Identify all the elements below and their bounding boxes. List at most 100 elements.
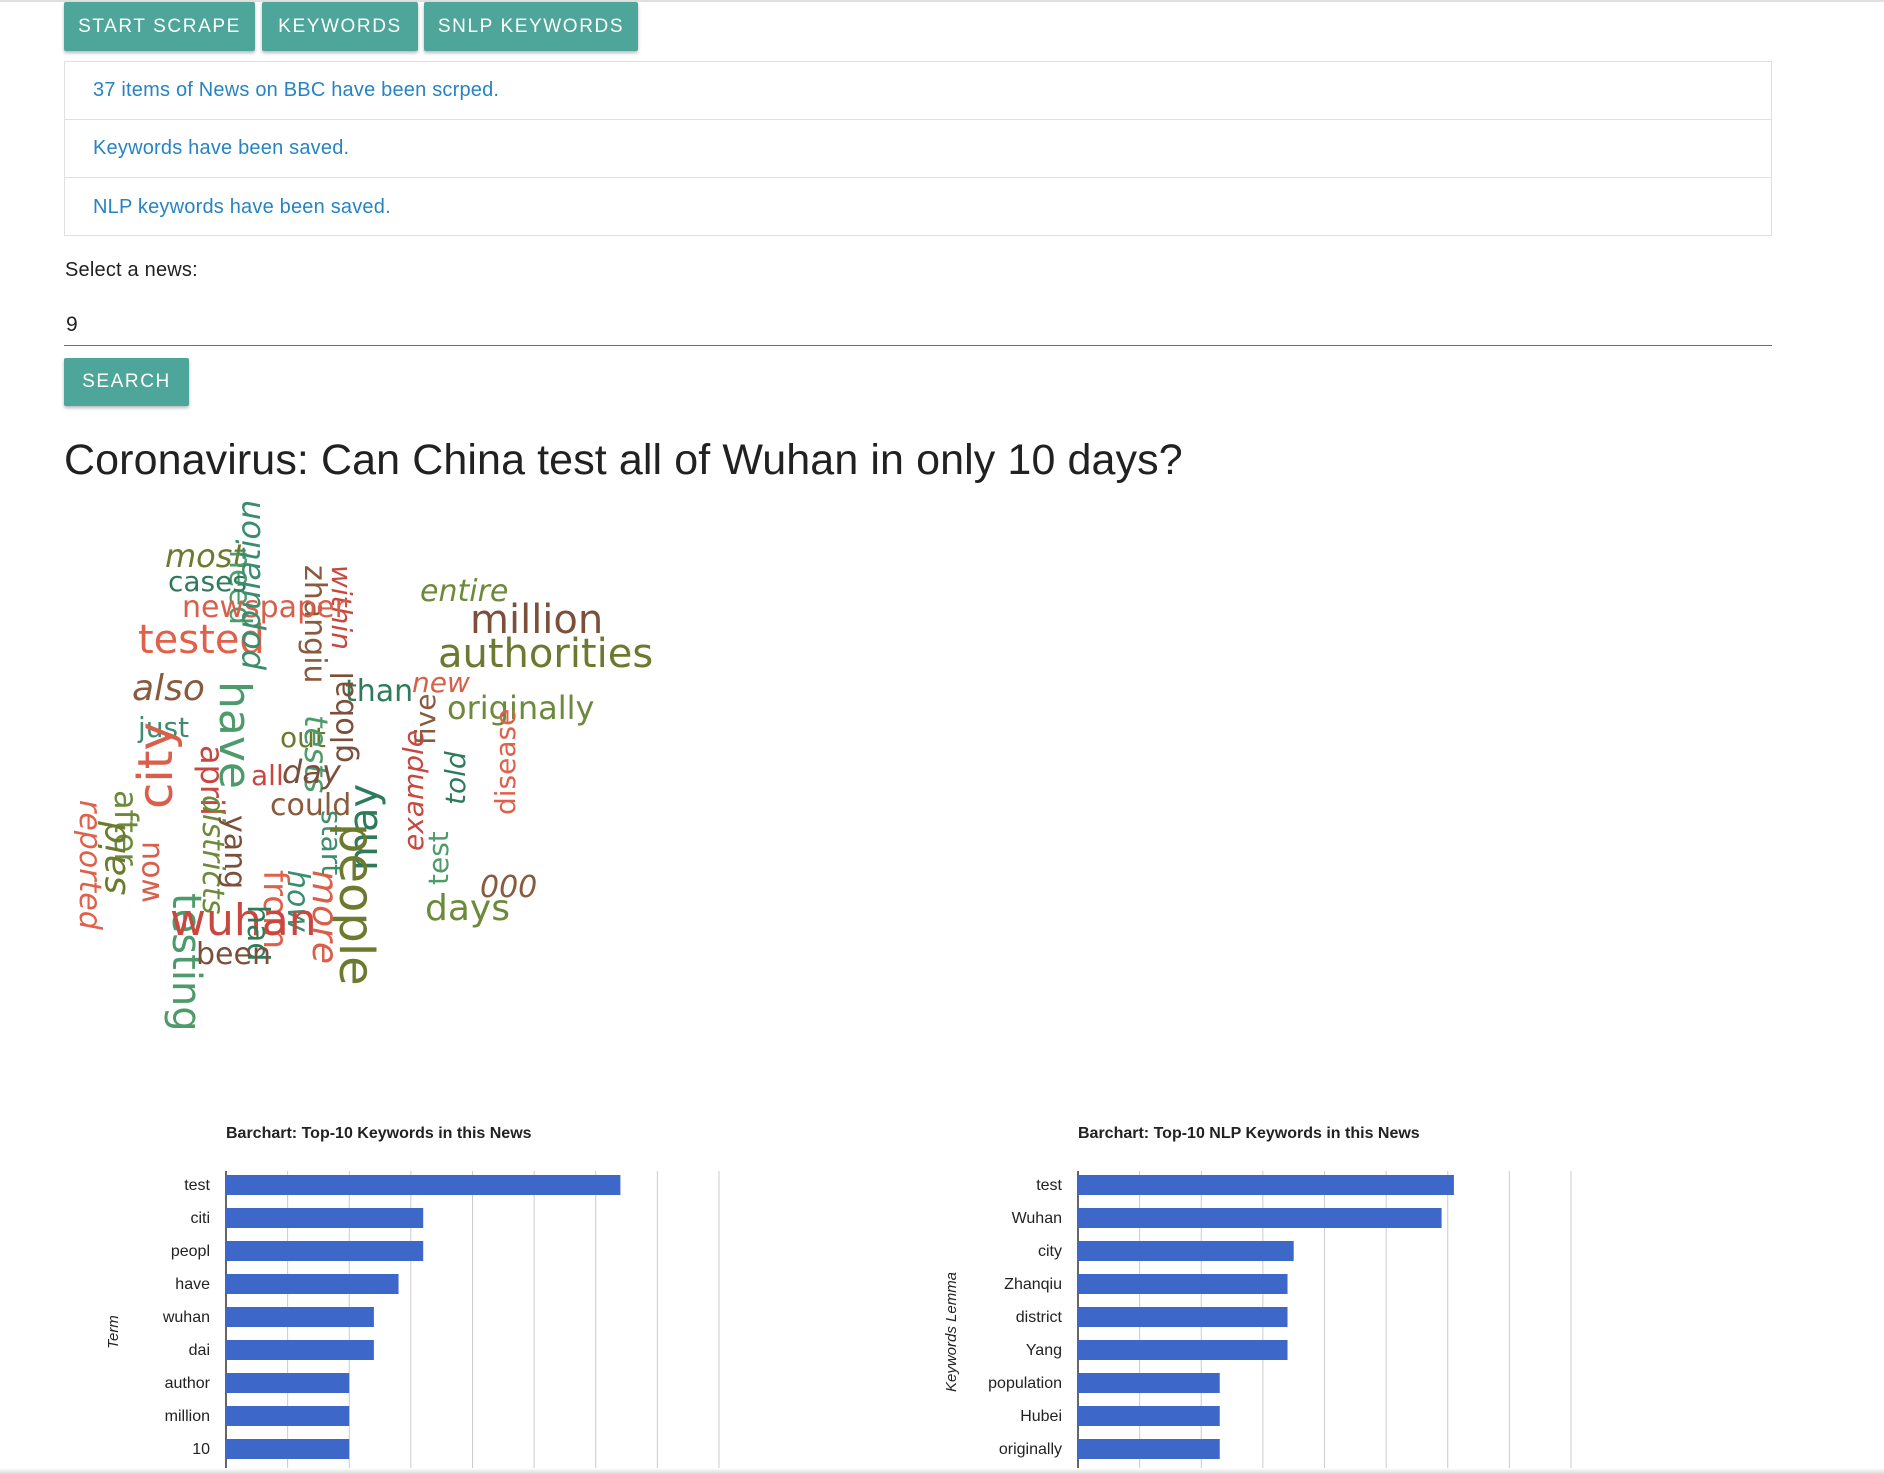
word-cloud-word: said <box>93 820 134 895</box>
word-cloud-word: have <box>209 681 260 789</box>
bar <box>226 1241 424 1261</box>
status-item-scrape: 37 items of News on BBC have been scrped… <box>65 62 1771 120</box>
word-cloud-word: tested <box>138 617 265 663</box>
word-cloud-word: city <box>128 722 184 809</box>
word-cloud-word: may <box>341 784 387 871</box>
bar <box>226 1406 350 1426</box>
word-cloud-word: more <box>304 870 345 964</box>
word-cloud-word: example <box>397 730 430 851</box>
bar <box>1078 1439 1220 1459</box>
bar-category-label: test <box>184 1177 210 1194</box>
word-cloud-word: than <box>345 674 413 709</box>
word-cloud-word: had <box>240 905 275 961</box>
word-cloud-word: just <box>137 711 189 744</box>
word-cloud-word: out <box>280 721 326 754</box>
y-axis-label: Term <box>105 1315 122 1349</box>
word-cloud-word: testing <box>163 893 209 1032</box>
bar <box>1078 1241 1294 1261</box>
word-cloud-word: disease <box>489 709 522 815</box>
bar-category-label: city <box>1038 1243 1062 1260</box>
bar-category-label: Yang <box>1026 1342 1062 1359</box>
status-list: 37 items of News on BBC have been scrped… <box>64 61 1772 236</box>
word-cloud-word: cases <box>168 565 247 598</box>
word-cloud-word: tests <box>297 715 335 793</box>
chart-title: Barchart: Top-10 NLP Keywords in this Ne… <box>1078 1125 1420 1142</box>
word-cloud-word: five <box>409 694 442 745</box>
word-cloud-word: yang <box>217 815 252 889</box>
word-cloud-word: april <box>193 745 231 816</box>
bar-category-label: test <box>1036 1177 1062 1194</box>
top-divider <box>0 0 1884 2</box>
bar-category-label: district <box>1016 1309 1063 1326</box>
bar-category-label: wuhan <box>162 1309 210 1326</box>
word-cloud-word: told <box>439 751 472 805</box>
word-cloud-word: after <box>107 790 145 867</box>
keywords-bar-chart: Barchart: Top-10 Keywords in this News Te… <box>105 1125 720 1474</box>
bar <box>1078 1274 1288 1294</box>
word-cloud-word: day <box>282 753 342 791</box>
bar <box>226 1373 350 1393</box>
bar <box>226 1340 374 1360</box>
word-cloud-word: entire <box>420 574 508 609</box>
bar <box>226 1175 621 1195</box>
bar-category-label: peopl <box>171 1243 210 1260</box>
bar-category-label: million <box>165 1408 210 1425</box>
keywords-button[interactable]: KEYWORDS <box>262 2 418 51</box>
bar <box>226 1274 399 1294</box>
bar <box>226 1307 374 1327</box>
word-cloud-word: also <box>132 668 205 709</box>
bar-category-label: Zhanqiu <box>1004 1276 1062 1293</box>
search-button[interactable]: SEARCH <box>64 358 189 406</box>
word-cloud-word: all <box>251 759 284 792</box>
nlp-keywords-bar-chart: Barchart: Top-10 NLP Keywords in this Ne… <box>943 1125 1572 1474</box>
word-cloud-word: how <box>280 870 315 932</box>
bar-category-label: have <box>175 1276 210 1293</box>
snlp-keywords-button[interactable]: SNLP KEYWORDS <box>424 2 638 51</box>
bar <box>1078 1373 1220 1393</box>
chart-title: Barchart: Top-10 Keywords in this News <box>226 1125 532 1142</box>
start-scrape-button[interactable]: START SCRAPE <box>64 2 255 51</box>
bar <box>226 1208 424 1228</box>
y-axis-label: Keywords Lemma <box>943 1272 960 1392</box>
word-cloud-word: could <box>270 788 351 823</box>
word-cloud-word: newspaper <box>182 590 348 625</box>
bar-category-label: dai <box>189 1342 210 1359</box>
bar-category-label: originally <box>999 1441 1062 1458</box>
bottom-edge <box>0 1468 1884 1474</box>
word-cloud-word: districts <box>195 795 230 914</box>
word-cloud-word: test <box>422 831 455 885</box>
word-cloud-word: wuhan <box>170 895 317 946</box>
bar <box>1078 1208 1442 1228</box>
status-item-nlp-keywords: NLP keywords have been saved. <box>93 195 391 218</box>
bar <box>226 1439 350 1459</box>
bar-category-label: citi <box>190 1210 210 1227</box>
word-cloud-word: most <box>165 537 246 575</box>
word-cloud-word: been <box>196 937 271 972</box>
bar-category-label: 10 <box>192 1441 210 1458</box>
status-item-keywords: Keywords have been saved. <box>65 120 1771 178</box>
word-cloud-word: need <box>222 550 257 625</box>
word-cloud-word: authorities <box>438 631 653 677</box>
bar <box>1078 1175 1454 1195</box>
word-cloud-word: global <box>326 672 361 764</box>
word-cloud-word: originally <box>447 689 594 727</box>
word-cloud-word: zhangiu <box>297 565 332 684</box>
word-cloud-word: reported <box>72 800 107 931</box>
bar-category-label: Wuhan <box>1012 1210 1062 1227</box>
word-cloud-word: population <box>230 500 268 671</box>
bar <box>1078 1307 1288 1327</box>
word-cloud-word: from <box>255 870 295 949</box>
word-cloud-word: people <box>328 823 384 986</box>
select-news-label: Select a news: <box>65 259 198 281</box>
news-number-input[interactable] <box>64 296 1772 346</box>
word-cloud-word: 000 <box>480 870 537 905</box>
bar-category-label: Hubei <box>1020 1408 1062 1425</box>
word-cloud-word: days <box>425 888 510 929</box>
word-cloud-word: within <box>325 565 358 650</box>
word-cloud-word: start <box>315 810 348 875</box>
word-cloud-word: million <box>470 597 603 643</box>
bar-category-label: author <box>165 1375 211 1392</box>
bar-category-label: population <box>988 1375 1062 1392</box>
word-cloud-word: wou <box>132 841 167 903</box>
